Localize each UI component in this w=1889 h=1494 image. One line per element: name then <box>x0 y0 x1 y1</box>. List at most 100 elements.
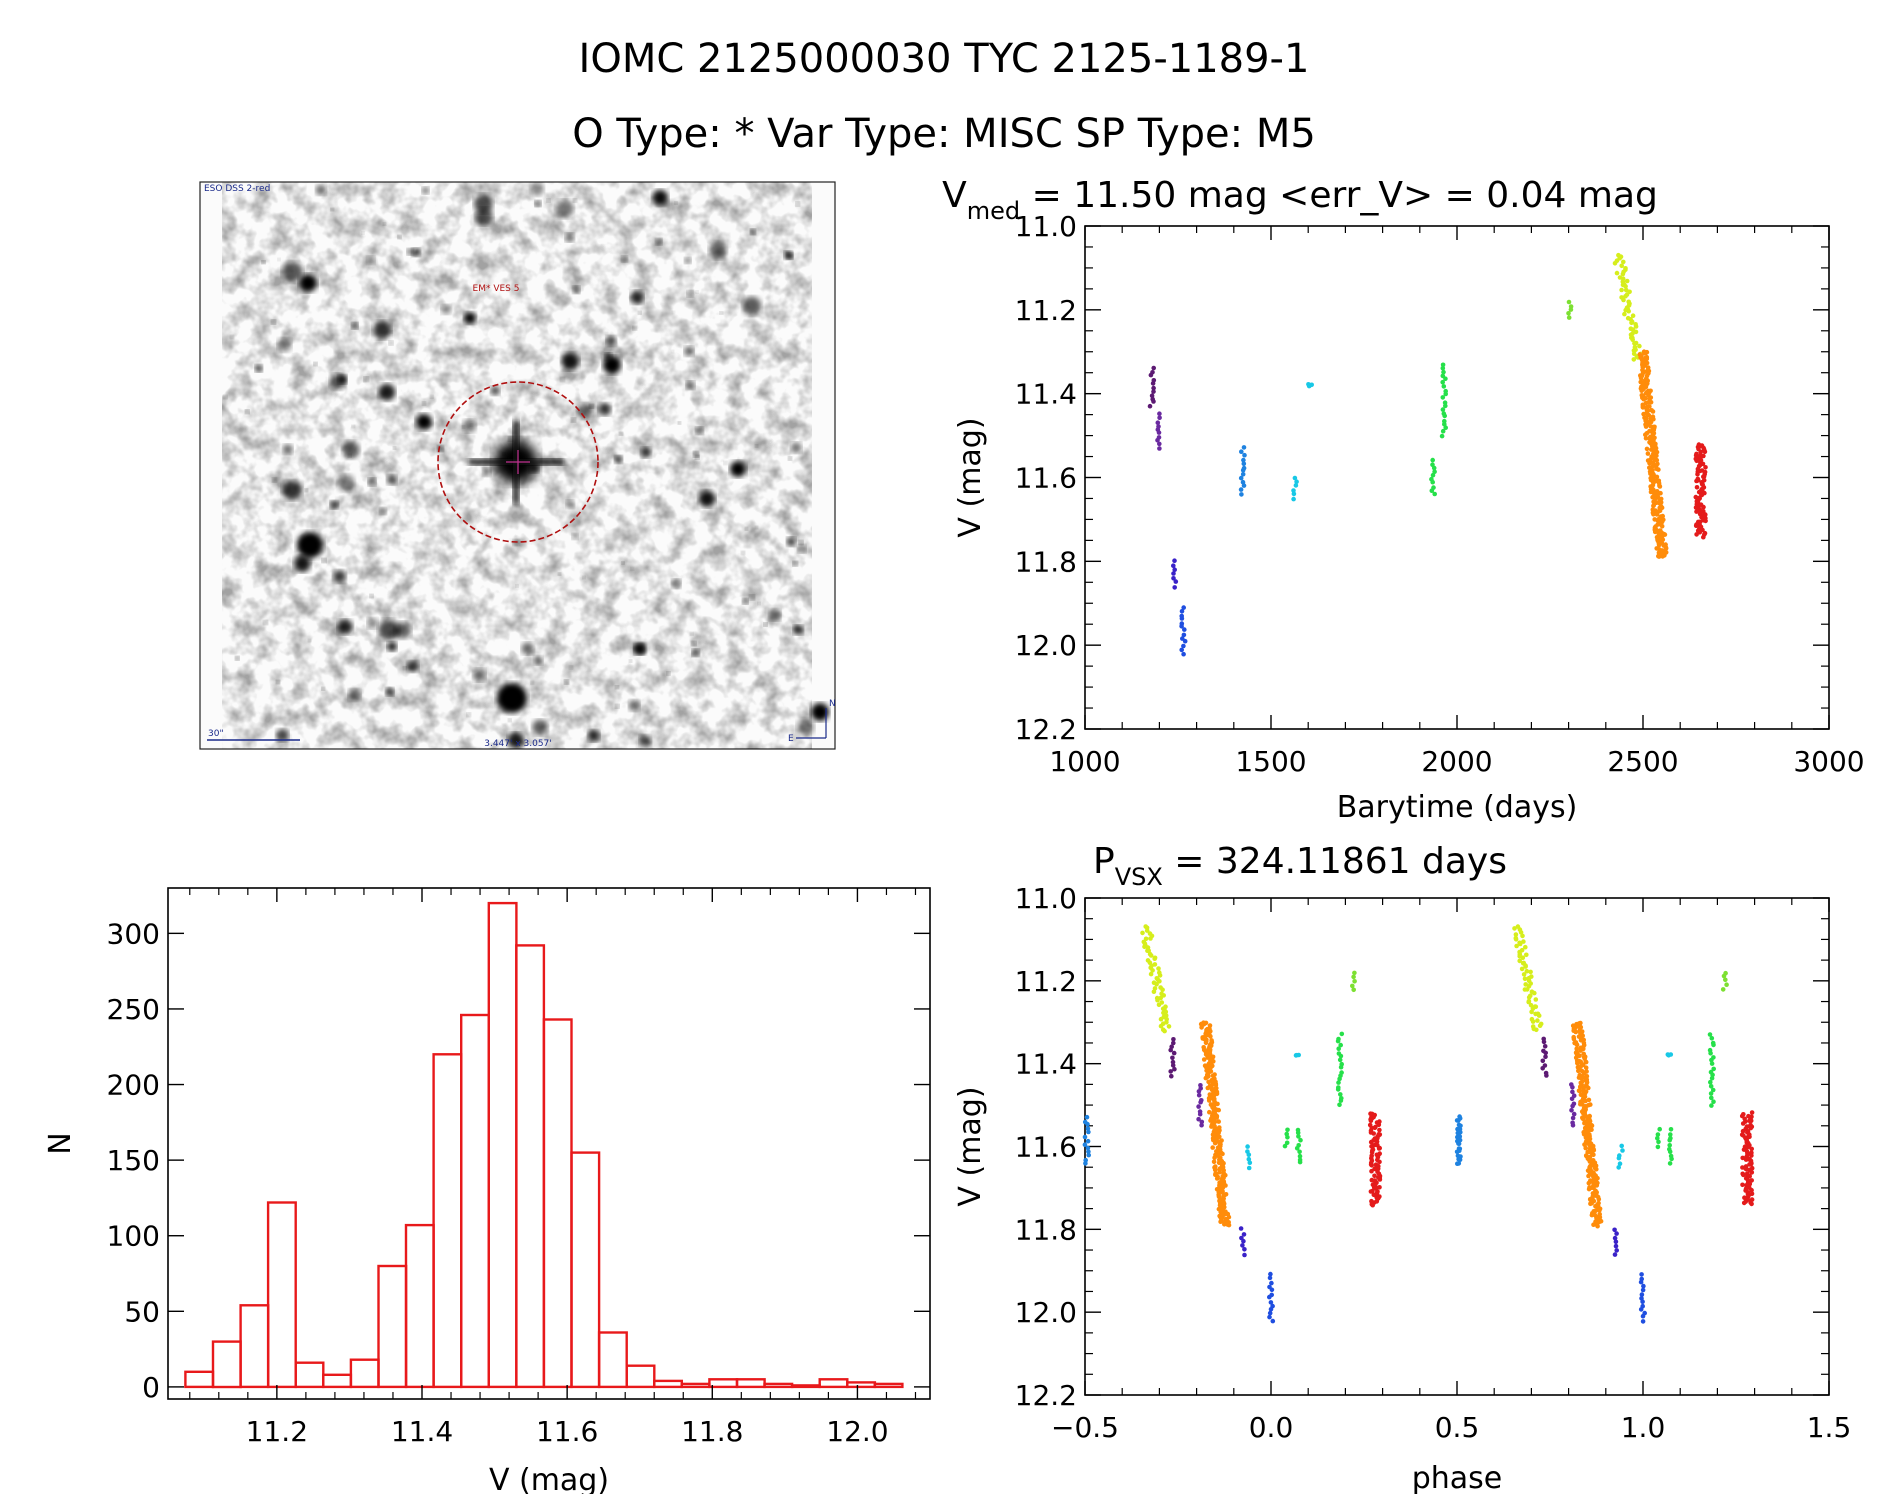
field-star <box>394 622 412 639</box>
ph-point-p10-cycle2 <box>1724 982 1729 987</box>
lc-point-s12 <box>1654 546 1659 551</box>
field-star <box>614 455 623 464</box>
ph-point-p11-cycle2 <box>1533 997 1539 1002</box>
ph-point-p11 <box>1150 968 1155 973</box>
field-star <box>245 409 250 414</box>
field-star-bright <box>297 532 323 558</box>
lc-point-s12 <box>1654 512 1660 517</box>
lc-point-s12 <box>1651 512 1656 517</box>
field-star <box>507 732 524 749</box>
field-star <box>392 446 396 450</box>
ph-point-p5-cycle2 <box>1456 1156 1461 1162</box>
ph-point-p13 <box>1368 1189 1374 1194</box>
target-circle <box>437 381 599 543</box>
ph-point-p5-cycle2 <box>1457 1137 1463 1143</box>
ph-point-p11 <box>1152 956 1157 961</box>
ph-point-p8 <box>1295 1130 1301 1135</box>
ph-point-p9 <box>1338 1042 1343 1048</box>
field-star <box>686 381 695 390</box>
lc-point-s3 <box>1173 579 1179 584</box>
ph-point-p3 <box>1240 1243 1245 1248</box>
ph-point-p9-cycle2 <box>1711 1042 1716 1048</box>
field-star <box>337 374 347 384</box>
lc-point-s12 <box>1645 412 1651 417</box>
lc-xtick-label: 1000 <box>1049 745 1120 778</box>
lc-point-s8 <box>1429 488 1435 494</box>
hist-xtick-label: 11.4 <box>391 1415 453 1448</box>
ph-point-p5-cycle2 <box>1455 1130 1461 1136</box>
lc-point-s4 <box>1181 643 1186 649</box>
field-star <box>629 659 633 663</box>
lc-point-s11 <box>1630 313 1636 319</box>
ph-point-p4 <box>1267 1275 1273 1281</box>
lc-point-s3 <box>1171 571 1176 576</box>
lc-ytick-label: 11.8 <box>1015 545 1077 578</box>
field-star <box>798 540 804 545</box>
lc-point-s4 <box>1181 605 1186 610</box>
lightcurve-title-sub: med <box>967 197 1020 225</box>
ph-point-p12 <box>1212 1140 1218 1146</box>
lc-point-s9 <box>1443 425 1448 431</box>
ph-point-p5-cycle2 <box>1455 1126 1460 1132</box>
field-star <box>671 579 681 589</box>
phased-xlabel: phase <box>1412 1461 1503 1494</box>
lc-point-s9 <box>1440 407 1446 412</box>
lc-point-s6 <box>1294 479 1299 485</box>
figure-title-line1: IOMC 2125000030 TYC 2125-1189-1 <box>579 36 1310 82</box>
field-star <box>379 507 387 515</box>
ph-point-p12-cycle2 <box>1596 1197 1602 1202</box>
field-star <box>368 478 376 486</box>
histogram-bar <box>708 1378 739 1389</box>
ph-point-p12 <box>1212 1167 1218 1173</box>
field-star <box>565 233 575 243</box>
field-star <box>628 700 640 711</box>
ph-point-p4-cycle2 <box>1640 1299 1645 1304</box>
lc-point-s8 <box>1432 469 1437 475</box>
lc-point-s11 <box>1630 337 1635 343</box>
lc-point-s1 <box>1150 381 1156 386</box>
ph-point-p12-cycle2 <box>1583 1059 1589 1065</box>
ph-point-p7-cycle2 <box>1668 1052 1674 1057</box>
ph-point-p12 <box>1216 1119 1221 1124</box>
lc-point-s2 <box>1157 411 1162 417</box>
ph-point-p1-cycle2 <box>1541 1039 1547 1045</box>
field-star <box>621 561 625 565</box>
lc-point-s11 <box>1622 311 1627 317</box>
field-star <box>466 712 471 717</box>
ph-point-p11-cycle2 <box>1514 943 1519 949</box>
field-star <box>282 261 303 283</box>
ph-point-p9 <box>1338 1053 1344 1059</box>
ph-point-p12-cycle2 <box>1586 1180 1592 1186</box>
ph-point-p11 <box>1148 953 1154 958</box>
lc-point-s7 <box>1306 383 1312 389</box>
ph-point-p12-cycle2 <box>1578 1048 1583 1053</box>
ph-point-p5 <box>1083 1161 1088 1166</box>
ph-point-p13 <box>1374 1139 1380 1144</box>
ph-point-p10-cycle2 <box>1721 973 1727 979</box>
lc-point-s11 <box>1623 293 1628 299</box>
field-star <box>462 419 476 433</box>
ph-point-p13-cycle2 <box>1740 1128 1746 1134</box>
ph-point-p12 <box>1203 1040 1209 1046</box>
lc-point-s6 <box>1292 475 1298 481</box>
lc-point-s9 <box>1443 376 1448 382</box>
lc-point-s12 <box>1643 432 1648 438</box>
ph-point-p13-cycle2 <box>1749 1201 1754 1207</box>
lc-point-s1 <box>1148 372 1154 378</box>
ph-point-p13-cycle2 <box>1748 1125 1753 1131</box>
ph-point-p9 <box>1336 1080 1341 1085</box>
ph-point-p4 <box>1269 1287 1275 1293</box>
histogram-bar <box>487 901 518 1389</box>
field-star <box>674 201 678 205</box>
histogram-bar <box>570 1151 601 1389</box>
ph-point-p9 <box>1338 1098 1344 1103</box>
ph-point-p12 <box>1206 1079 1211 1085</box>
ph-point-p9-cycle2 <box>1710 1087 1716 1093</box>
ph-point-p12 <box>1220 1185 1226 1190</box>
ph-point-p13 <box>1370 1202 1375 1208</box>
field-star <box>282 444 293 455</box>
ph-xtick-label: 1.0 <box>1621 1411 1666 1444</box>
ph-ytick-label: 12.2 <box>1015 1379 1077 1412</box>
ph-point-p10 <box>1352 970 1357 976</box>
lc-point-s12 <box>1643 435 1649 441</box>
